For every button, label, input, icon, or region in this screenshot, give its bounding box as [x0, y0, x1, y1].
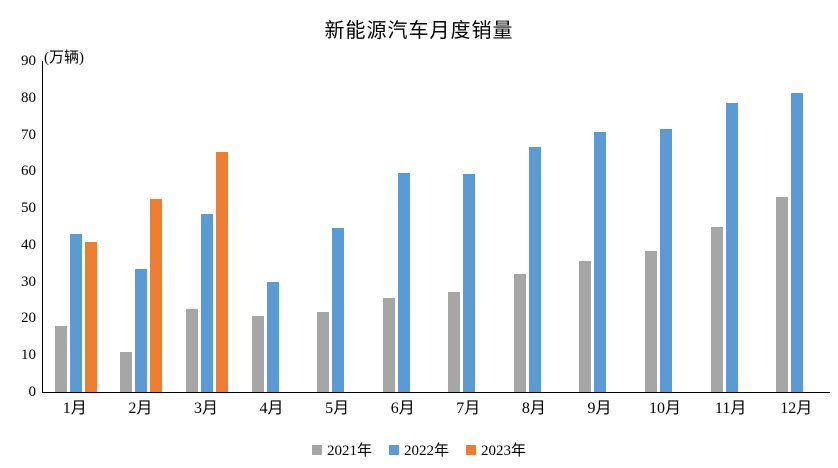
bar-2022年-6月	[397, 172, 410, 392]
x-axis-label: 12月	[780, 400, 813, 417]
legend-swatch-icon	[311, 444, 322, 455]
bar-2021年-8月	[513, 273, 526, 392]
x-axis-label: 1月	[62, 400, 87, 417]
bar-2022年-11月	[725, 102, 738, 392]
x-axis-label: 11月	[714, 400, 747, 417]
x-axis-label: 2月	[128, 400, 153, 417]
bar-2023年-1月	[84, 241, 97, 392]
x-axis-label: 3月	[193, 400, 218, 417]
x-axis-label: 4月	[259, 400, 284, 417]
bar-2022年-2月	[135, 269, 148, 392]
legend-label: 2021年	[326, 443, 372, 459]
bar-2021年-7月	[448, 292, 461, 392]
bar-2021年-12月	[776, 196, 789, 392]
bar-2022年-3月	[200, 214, 213, 392]
y-axis-unit-label: (万辆)	[44, 50, 84, 66]
bar-2021年-2月	[120, 351, 133, 392]
bar-2022年-5月	[332, 227, 345, 392]
bar-2021年-5月	[317, 312, 330, 392]
x-axis-label: 10月	[649, 400, 682, 417]
bar-2021年-11月	[710, 226, 723, 392]
bar-2021年-9月	[579, 260, 592, 392]
y-axis-tick-label: 70	[21, 126, 36, 143]
bar-2022年-10月	[660, 129, 673, 392]
y-axis-tick-label: 40	[21, 236, 36, 253]
bar-2021年-3月	[185, 308, 198, 392]
legend-label: 2022年	[403, 443, 449, 459]
chart-title: 新能源汽车月度销量	[324, 20, 514, 42]
y-axis-tick-label: 20	[21, 310, 36, 327]
plot-area	[42, 61, 830, 393]
bar-2021年-1月	[54, 326, 67, 392]
bar-2021年-4月	[251, 316, 264, 392]
legend-label: 2023年	[481, 443, 527, 459]
y-axis-tick-label: 90	[21, 53, 36, 69]
legend-item-2023年: 2023年	[466, 439, 526, 460]
y-axis-tick-label: 60	[21, 163, 36, 180]
legend-swatch-icon	[388, 444, 399, 455]
bar-2022年-4月	[266, 282, 279, 392]
y-axis-tick-label: 30	[21, 273, 36, 290]
legend-item-2022年: 2022年	[388, 439, 449, 460]
bar-2022年-8月	[528, 147, 541, 392]
y-axis-tick-label: 0	[28, 384, 37, 400]
bar-2022年-12月	[791, 92, 804, 392]
x-axis-label: 6月	[390, 400, 415, 417]
legend: 2021年 2022年 2023年	[0, 439, 838, 460]
x-axis-label: 9月	[587, 400, 612, 417]
bar-2021年-10月	[645, 251, 658, 392]
y-axis-tick-label: 50	[21, 200, 36, 217]
bar-2022年-1月	[69, 233, 82, 392]
bar-2021年-6月	[382, 297, 395, 392]
x-axis-label: 5月	[325, 400, 350, 417]
x-axis-label: 7月	[456, 400, 481, 417]
x-axis-label: 8月	[521, 400, 546, 417]
bar-2023年-3月	[215, 151, 228, 392]
bar-2022年-9月	[594, 131, 607, 392]
legend-item-2021年: 2021年	[311, 439, 372, 460]
y-axis-tick-label: 10	[21, 347, 36, 364]
legend-swatch-icon	[466, 444, 476, 455]
bar-2023年-2月	[150, 198, 163, 392]
y-axis-tick-label: 80	[21, 89, 36, 106]
bar-2022年-7月	[463, 173, 476, 392]
